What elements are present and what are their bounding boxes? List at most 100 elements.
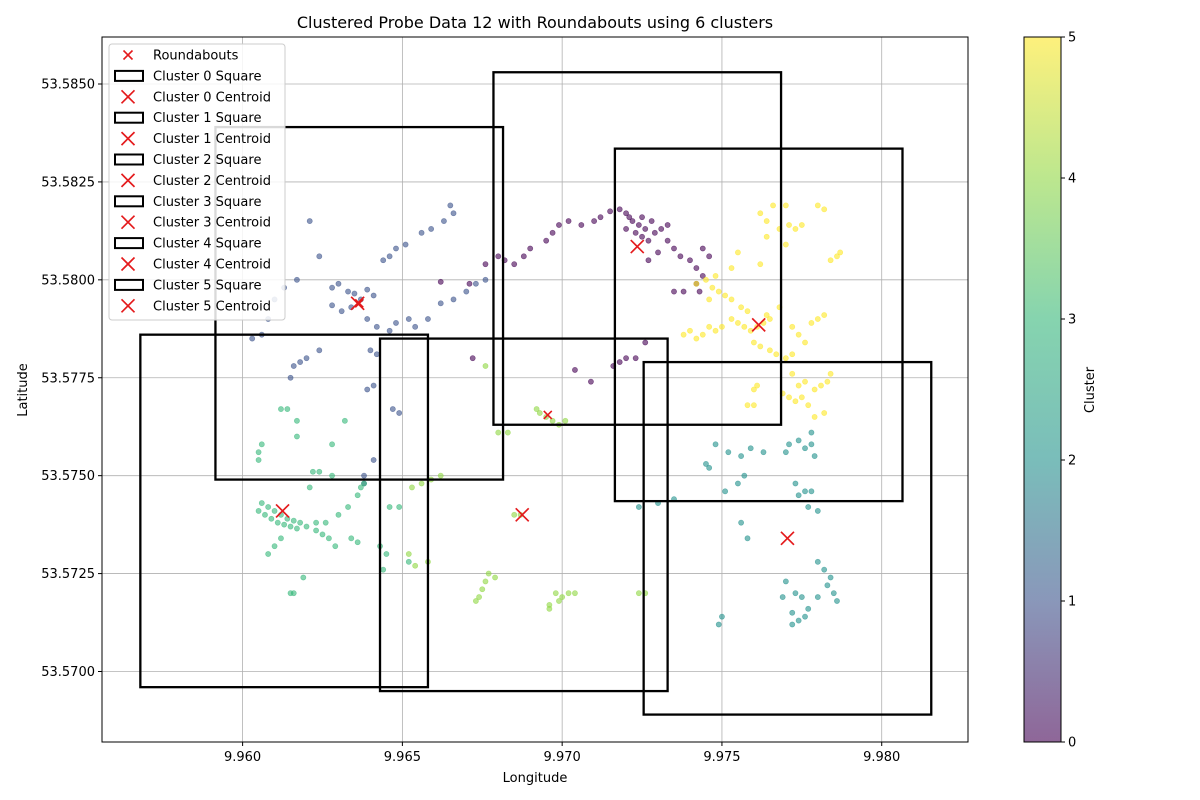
cluster-3-point <box>258 441 265 448</box>
cluster-5-point <box>789 370 796 377</box>
markers-layer <box>275 239 795 546</box>
colorbar-label: Cluster <box>1083 366 1098 413</box>
cluster-2-point <box>798 594 805 600</box>
legend-entry: Cluster 3 Square <box>114 195 261 210</box>
cluster-5-point <box>712 327 719 334</box>
cluster-5-point <box>738 304 745 311</box>
cluster-4-point <box>556 598 562 604</box>
cluster-1-point <box>316 253 323 260</box>
legend-centroid-swatch <box>120 131 136 146</box>
cluster-5-point <box>795 331 802 338</box>
cluster-3-point <box>278 535 284 542</box>
legend: Roundabouts Cluster 0 Square Cluster 0 Cen… <box>108 43 286 321</box>
cluster-1-point <box>450 296 457 303</box>
cluster-2-point <box>706 464 713 471</box>
cluster-5-point <box>811 414 818 420</box>
cluster-0-point <box>655 249 661 256</box>
cluster-5-point <box>728 316 735 322</box>
cluster-3-point <box>325 535 332 542</box>
cluster-1-point <box>418 229 425 236</box>
cluster-3-point <box>383 551 390 557</box>
colorbar-frame <box>1023 36 1062 743</box>
cluster-3-point <box>306 484 313 491</box>
cluster-2-point <box>802 613 808 620</box>
y-tick-label: 53.5850 <box>41 78 95 93</box>
cluster-5-point <box>789 323 796 330</box>
cluster-2-point <box>834 598 840 604</box>
cluster-5-point <box>827 370 834 377</box>
cluster-2-point <box>735 480 741 487</box>
cluster-0-point <box>639 214 645 221</box>
cluster-2-point <box>738 519 745 526</box>
legend-square-swatch <box>114 111 144 124</box>
legend-entry: Roundabouts <box>122 49 239 64</box>
cluster-1-point <box>396 410 403 416</box>
cluster-1-point <box>482 276 489 283</box>
cluster-3-point <box>335 511 342 518</box>
cluster-2-point <box>725 449 732 456</box>
cluster-1-point <box>367 347 374 354</box>
cluster-5-point <box>757 261 764 268</box>
cluster-5-point <box>827 257 834 264</box>
x-tick-label: 9.975 <box>703 750 740 765</box>
cluster-4-point <box>549 417 556 424</box>
cluster-1-point <box>380 257 387 264</box>
cluster-0-point <box>639 233 645 240</box>
y-tick-label: 53.5725 <box>41 567 95 582</box>
x-tick-label: 9.965 <box>384 750 421 765</box>
cluster-3-point <box>294 433 300 440</box>
cluster-0-point <box>578 222 585 228</box>
cluster-5-point <box>709 284 716 291</box>
cluster-3-point <box>303 523 310 530</box>
cluster-1-point <box>389 406 396 412</box>
cluster-4-point <box>559 594 566 600</box>
cluster-2-point <box>635 504 642 510</box>
cluster-1-point <box>249 335 256 342</box>
legend-square-swatch <box>114 153 144 166</box>
cluster-3-square <box>139 333 430 689</box>
cluster-2-point <box>715 621 722 628</box>
cluster-5-point <box>834 253 840 260</box>
cluster-1-point <box>335 280 342 287</box>
cluster-0-point <box>664 237 671 244</box>
cluster-5-point <box>786 394 792 401</box>
legend-centroid-swatch <box>120 89 136 104</box>
cluster-4-point <box>533 406 540 412</box>
colorbar <box>1024 37 1061 742</box>
cluster-5-point <box>766 347 773 354</box>
cluster-5-point <box>821 206 828 213</box>
cluster-1-point <box>297 359 304 365</box>
cluster-5-point <box>715 288 722 295</box>
cluster-2-point <box>789 621 796 628</box>
legend-label: Cluster 3 Square <box>153 195 261 210</box>
cluster-1-point <box>441 218 447 224</box>
cluster-2-point <box>811 453 818 459</box>
cluster-2-point <box>795 437 802 444</box>
cluster-1-point <box>447 202 454 209</box>
cluster-0-point <box>648 218 655 224</box>
cluster-5-point <box>722 292 729 299</box>
cluster-1-point <box>405 316 412 322</box>
cluster-1-point <box>316 347 323 354</box>
cluster-3-point <box>405 558 412 565</box>
y-tick-label: 53.5700 <box>41 665 95 680</box>
cluster-5-point <box>770 202 776 209</box>
cluster-2-point <box>802 445 808 452</box>
cluster-4-point <box>536 410 543 416</box>
cluster-0-point <box>671 245 677 252</box>
cluster-5-point <box>763 312 770 318</box>
cluster-3-point <box>380 566 387 573</box>
cluster-1-point <box>329 284 335 291</box>
cluster-4-point <box>485 570 492 577</box>
cluster-5-point <box>728 265 735 271</box>
cluster-1-point <box>425 316 431 322</box>
cluster-2-point <box>760 449 767 456</box>
colorbar-tick-label: 1 <box>1068 595 1076 610</box>
cluster-4-point <box>511 511 518 518</box>
cluster-0-square <box>492 71 783 426</box>
cluster-5-point <box>789 351 796 358</box>
x-axis-label: Longitude <box>503 771 568 786</box>
cluster-5-point <box>814 316 821 322</box>
grid-layer <box>102 37 968 742</box>
